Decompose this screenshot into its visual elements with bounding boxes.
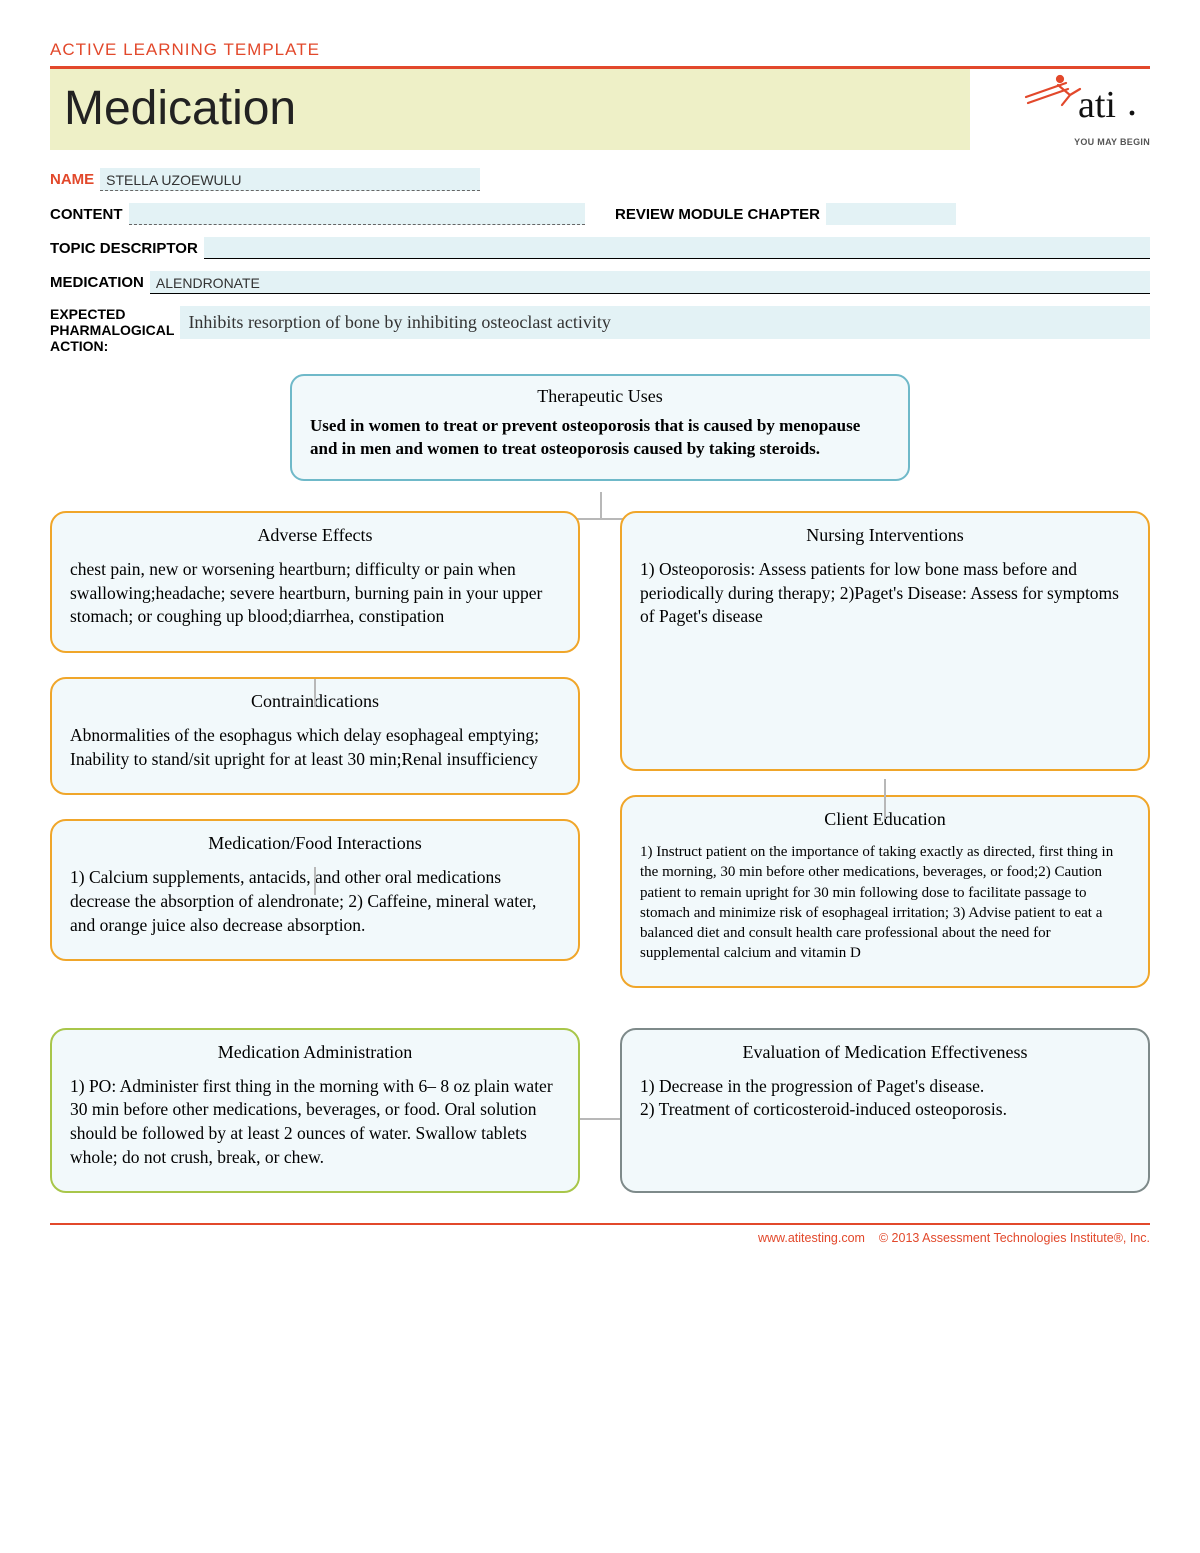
template-label: ACTIVE LEARNING TEMPLATE [50,40,1150,60]
title-box: Medication [50,69,970,150]
eval-body: 1) Decrease in the progression of Paget'… [622,1069,1148,1144]
contra-body: Abnormalities of the esophagus which del… [52,718,578,793]
review-row: REVIEW MODULE CHAPTER [615,203,1150,225]
interactions-title: Medication/Food Interactions [52,821,578,860]
logo: ati YOU MAY BEGIN [1000,73,1150,147]
adverse-title: Adverse Effects [52,513,578,552]
nursing-interventions-box: Nursing Interventions 1) Osteoporosis: A… [620,511,1150,771]
eval-title: Evaluation of Medication Effectiveness [622,1030,1148,1069]
connector [600,492,602,518]
nursing-title: Nursing Interventions [622,513,1148,552]
pharma-field[interactable]: Inhibits resorption of bone by inhibitin… [180,306,1150,339]
connector [884,779,886,819]
content-field[interactable] [129,203,586,225]
adverse-body: chest pain, new or worsening heartburn; … [52,552,578,651]
footer: www.atitesting.com © 2013 Assessment Tec… [50,1223,1150,1245]
medication-field[interactable]: ALENDRONATE [150,271,1150,294]
pharma-row: EXPECTEDPHARMALOGICALACTION: Inhibits re… [50,306,1150,354]
right-column: Nursing Interventions 1) Osteoporosis: A… [620,511,1150,988]
page-title: Medication [64,81,950,136]
form-section: NAME STELLA UZOEWULU CONTENT REVIEW MODU… [50,168,1150,354]
admin-title: Medication Administration [52,1030,578,1069]
medication-administration-box: Medication Administration 1) PO: Adminis… [50,1028,580,1194]
education-body: 1) Instruct patient on the importance of… [622,836,1148,986]
evaluation-box: Evaluation of Medication Effectiveness 1… [620,1028,1150,1194]
adverse-effects-box: Adverse Effects chest pain, new or worse… [50,511,580,653]
medication-row: MEDICATION ALENDRONATE [50,271,1150,294]
topic-label: TOPIC DESCRIPTOR [50,240,198,257]
connector [314,679,316,707]
name-field[interactable]: STELLA UZOEWULU [100,168,480,191]
review-field[interactable] [826,203,956,225]
page: ACTIVE LEARNING TEMPLATE Medication ati … [0,0,1200,1275]
pharma-label: EXPECTEDPHARMALOGICALACTION: [50,306,174,354]
connector [580,1118,620,1120]
admin-body: 1) PO: Administer first thing in the mor… [52,1069,578,1192]
client-education-box: Client Education 1) Instruct patient on … [620,795,1150,988]
topic-row: TOPIC DESCRIPTOR [50,237,1150,259]
diagram: Therapeutic Uses Used in women to treat … [50,374,1150,1193]
review-label: REVIEW MODULE CHAPTER [615,206,820,223]
ati-logo-icon: ati [1020,73,1150,133]
therapeutic-title: Therapeutic Uses [292,376,908,409]
nursing-body: 1) Osteoporosis: Assess patients for low… [622,552,1148,651]
footer-copyright: © 2013 Assessment Technologies Institute… [879,1231,1150,1245]
logo-text: ati [1078,84,1116,126]
footer-url: www.atitesting.com [758,1231,865,1245]
content-label: CONTENT [50,206,123,223]
therapeutic-body: Used in women to treat or prevent osteop… [292,409,908,479]
content-row: CONTENT [50,203,585,225]
logo-tagline: YOU MAY BEGIN [1000,137,1150,147]
name-label: NAME [50,171,94,188]
left-column: Adverse Effects chest pain, new or worse… [50,511,580,988]
medication-label: MEDICATION [50,274,144,291]
topic-field[interactable] [204,237,1150,259]
name-row: NAME STELLA UZOEWULU [50,168,1150,191]
title-bar: Medication ati YOU MAY BEGIN [50,69,1150,150]
therapeutic-uses-box: Therapeutic Uses Used in women to treat … [290,374,910,481]
connector [314,867,316,895]
